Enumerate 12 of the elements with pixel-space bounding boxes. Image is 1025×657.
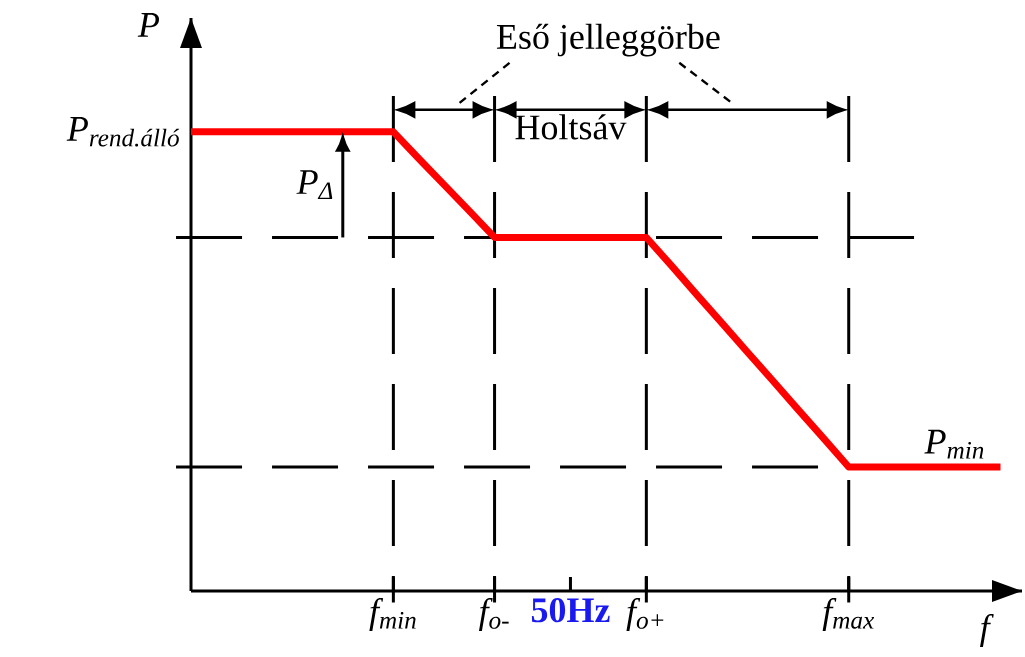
- x-tick-label: f$_{o-}$: [478, 598, 509, 632]
- text: P$_{rend.álló}$: [66, 117, 180, 147]
- x-tick-label: f$_{o+}$: [626, 598, 664, 632]
- x-axis-title: f: [980, 614, 994, 648]
- x-tick-label: f$_{min}$: [369, 598, 416, 632]
- annotation: P$_{min}$: [924, 429, 984, 459]
- text: Eső jelleggörbe: [496, 23, 720, 57]
- x-tick-label: f$_{max}$: [822, 598, 875, 632]
- annotation: Holtsáv: [515, 114, 627, 140]
- y-axis-title: P: [137, 13, 160, 37]
- annotation: P$_{Δ}$: [296, 170, 333, 200]
- x-tick-label: 50Hz: [531, 598, 610, 623]
